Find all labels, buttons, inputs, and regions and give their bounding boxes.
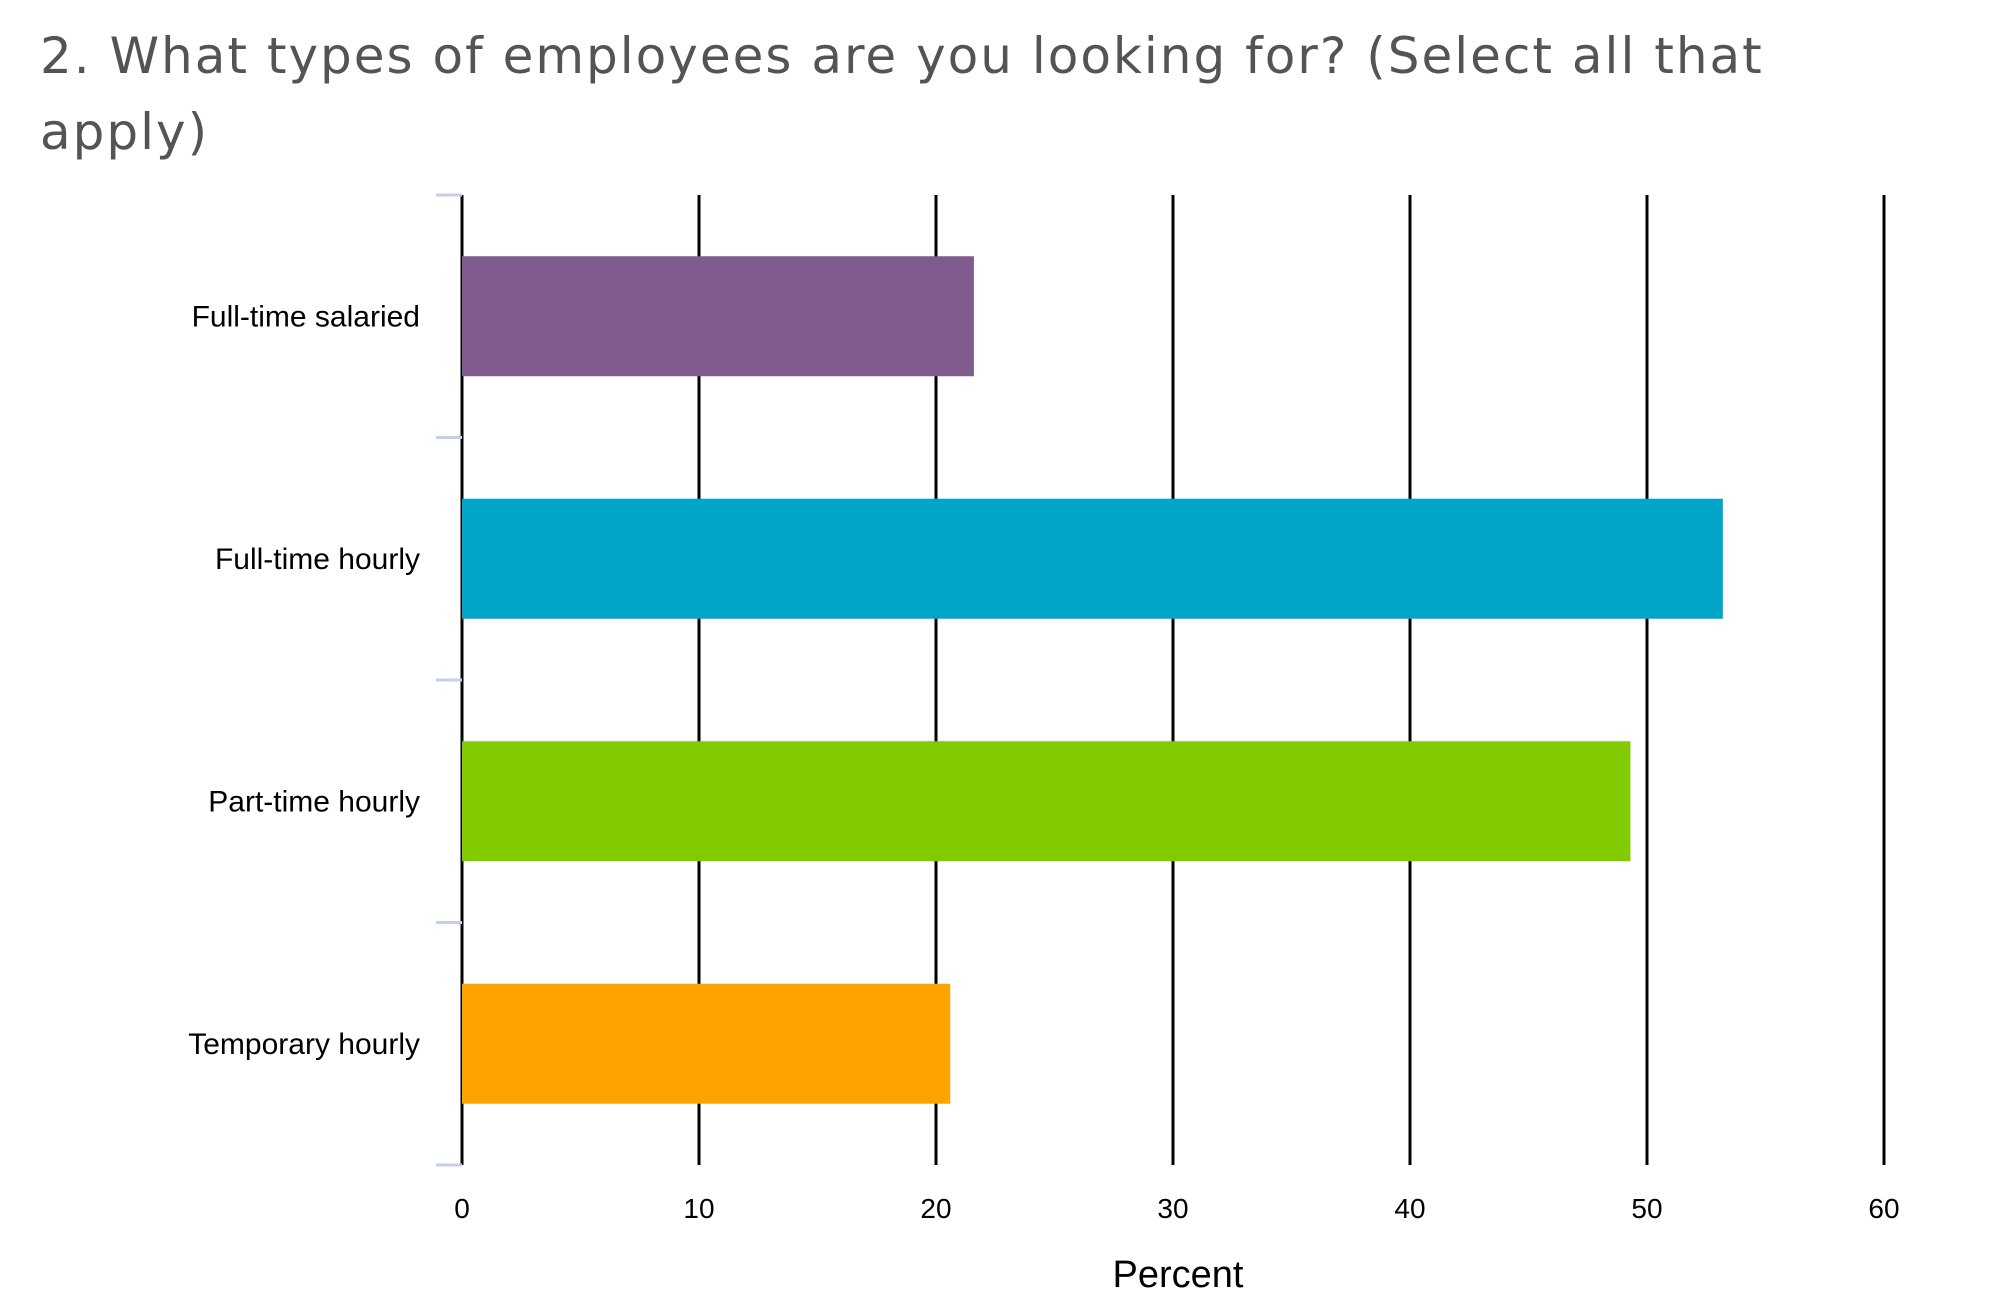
bar-full-time-hourly	[462, 498, 1723, 619]
x-tick-label-10: 10	[683, 1193, 714, 1224]
x-tick-label-50: 50	[1631, 1193, 1662, 1224]
x-tick-label-30: 30	[1157, 1193, 1188, 1224]
category-label: Temporary hourly	[188, 1028, 420, 1061]
category-label: Full-time hourly	[215, 543, 420, 576]
chart-title: 2. What types of employees are you looki…	[40, 27, 1764, 161]
x-tick-label-0: 0	[454, 1193, 470, 1224]
x-tick-label-60: 60	[1868, 1193, 1899, 1224]
category-axis: Full-time salaried Full-time hourly Part-t…	[188, 193, 462, 1167]
x-axis-title: Percent	[1113, 1254, 1244, 1296]
x-tick-labels: 0 10 20 30 40 50 60	[454, 1193, 1899, 1224]
bar-temporary-hourly	[462, 983, 951, 1104]
category-label: Full-time salaried	[192, 300, 420, 333]
bar-full-time-salaried	[462, 256, 974, 377]
x-tick-label-40: 40	[1394, 1193, 1425, 1224]
category-label: Part-time hourly	[208, 785, 420, 818]
bar-part-time-hourly	[462, 741, 1631, 862]
bars	[462, 256, 1723, 1104]
x-tick-label-20: 20	[920, 1193, 951, 1224]
